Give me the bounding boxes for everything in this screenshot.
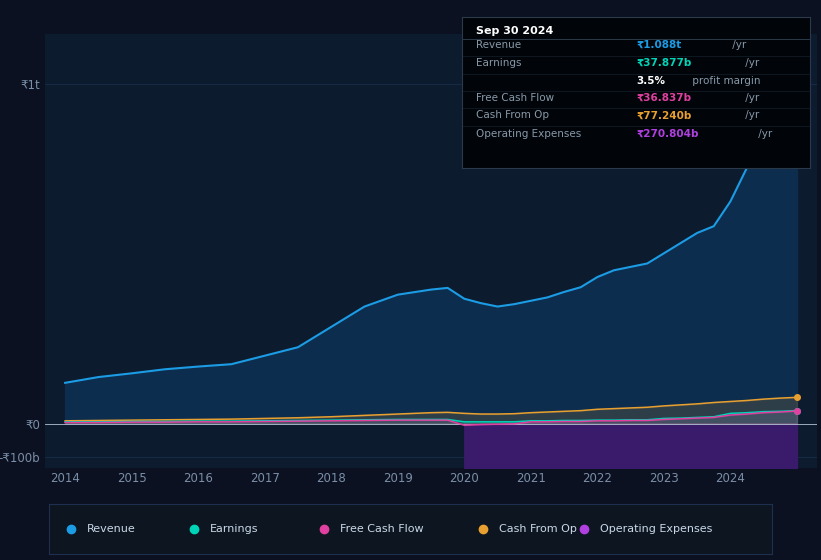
Text: ₹1.088t: ₹1.088t [636, 40, 681, 50]
Text: Revenue: Revenue [87, 524, 135, 534]
Text: Earnings: Earnings [209, 524, 258, 534]
Text: /yr: /yr [742, 58, 759, 68]
Text: /yr: /yr [755, 128, 773, 138]
Text: Cash From Op: Cash From Op [476, 110, 549, 120]
Text: /yr: /yr [742, 93, 759, 103]
Text: Free Cash Flow: Free Cash Flow [340, 524, 424, 534]
Text: /yr: /yr [729, 40, 746, 50]
Text: Free Cash Flow: Free Cash Flow [476, 93, 554, 103]
Text: Operating Expenses: Operating Expenses [476, 128, 581, 138]
Text: Revenue: Revenue [476, 40, 521, 50]
Text: Sep 30 2024: Sep 30 2024 [476, 26, 553, 36]
Text: ₹77.240b: ₹77.240b [636, 110, 691, 120]
Text: ₹36.837b: ₹36.837b [636, 93, 691, 103]
Text: profit margin: profit margin [689, 76, 761, 86]
Text: /yr: /yr [742, 110, 759, 120]
Text: ₹270.804b: ₹270.804b [636, 128, 699, 138]
Text: Cash From Op: Cash From Op [498, 524, 576, 534]
Text: 3.5%: 3.5% [636, 76, 665, 86]
Text: Operating Expenses: Operating Expenses [600, 524, 712, 534]
Text: Earnings: Earnings [476, 58, 521, 68]
Text: ₹37.877b: ₹37.877b [636, 58, 691, 68]
